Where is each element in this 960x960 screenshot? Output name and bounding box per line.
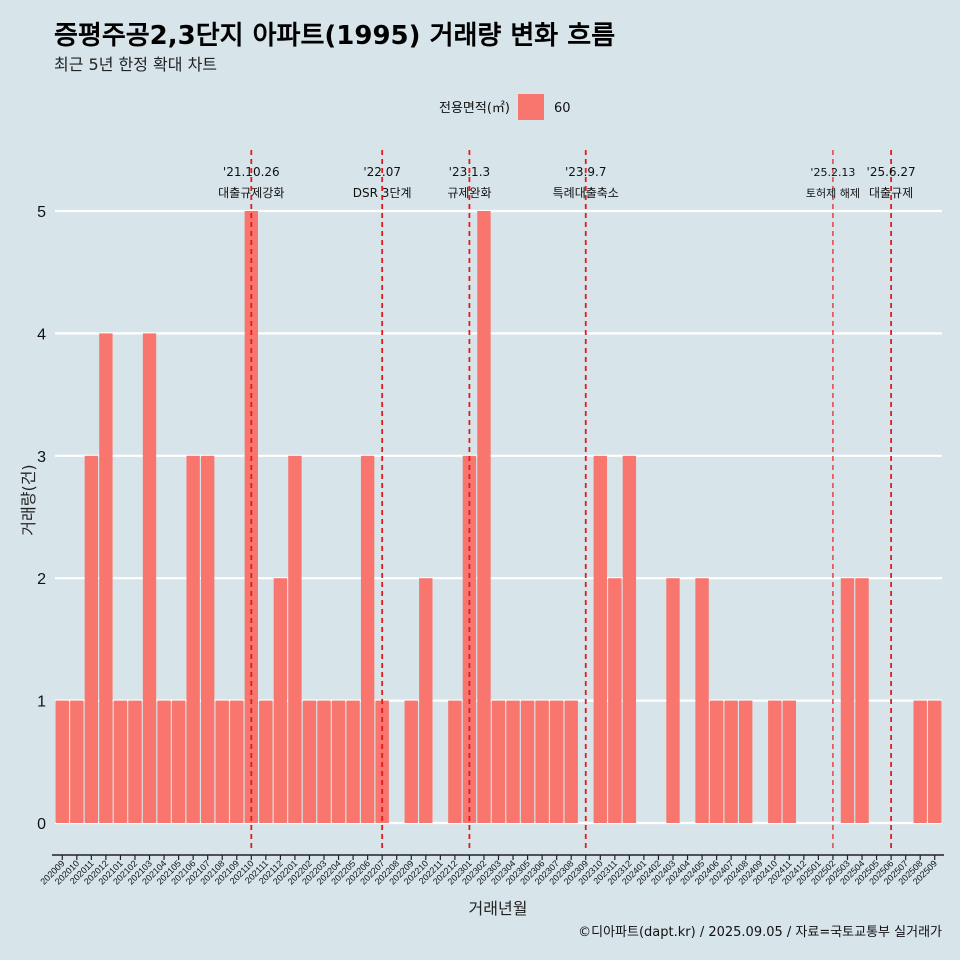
bar — [230, 700, 244, 823]
event-label: 대출규제 — [869, 186, 913, 200]
event-date: '25.6.27 — [867, 165, 916, 179]
bar — [244, 211, 258, 823]
bar — [724, 700, 738, 823]
y-tick-label: 2 — [37, 571, 46, 588]
bar — [317, 700, 331, 823]
bar — [186, 455, 200, 823]
event-date: '23.1.3 — [449, 165, 490, 179]
event-label: 토허제 해제 — [806, 186, 860, 200]
y-tick-label: 4 — [37, 326, 46, 343]
bar — [768, 700, 782, 823]
bar — [477, 211, 491, 823]
event-date: '22.07 — [363, 165, 401, 179]
bar — [259, 700, 273, 823]
event-date: '25.2.13 — [810, 166, 855, 179]
legend-swatch — [518, 94, 544, 120]
caption: ©디아파트(dapt.kr) / 2025.09.05 / 자료=국토교통부 실… — [578, 925, 942, 940]
bar — [419, 578, 433, 823]
bar — [142, 333, 157, 823]
event-date: '23.9.7 — [565, 165, 606, 179]
bar — [113, 700, 128, 823]
bar — [593, 455, 607, 823]
bar — [855, 578, 869, 823]
bar — [491, 700, 506, 823]
bar — [70, 700, 84, 823]
bar — [622, 455, 637, 823]
bar — [215, 700, 229, 823]
bar — [404, 700, 418, 823]
bar — [782, 700, 797, 823]
bar — [840, 578, 855, 823]
bar — [157, 700, 171, 823]
bar — [360, 455, 375, 823]
event-label: DSR 3단계 — [353, 186, 412, 200]
event-label: 대출규제강화 — [218, 186, 284, 200]
bar — [200, 455, 215, 823]
bar — [273, 578, 288, 823]
bar — [99, 333, 113, 823]
y-tick-label: 1 — [37, 694, 46, 711]
bar — [564, 700, 578, 823]
bar — [695, 578, 709, 823]
bar — [288, 455, 302, 823]
y-tick-label: 5 — [37, 204, 46, 221]
bar — [739, 700, 753, 823]
bar — [549, 700, 564, 823]
legend: 전용면적(㎡) 60 — [439, 94, 571, 120]
y-tick-label: 3 — [37, 449, 46, 466]
y-axis-title: 거래량(건) — [19, 464, 38, 535]
y-tick-label: 0 — [37, 816, 46, 833]
legend-label: 60 — [554, 101, 571, 116]
bar — [448, 700, 462, 823]
chart-title: 증평주공2,3단지 아파트(1995) 거래량 변화 흐름 — [54, 21, 615, 51]
bar — [331, 700, 346, 823]
bar — [506, 700, 520, 823]
event-lines: '21.10.26 대출규제강화 '22.07 DSR 3단계 '23.1.3 규제완화 '… — [218, 150, 916, 852]
bar — [128, 700, 142, 823]
x-axis-title: 거래년월 — [469, 899, 528, 918]
bar — [913, 700, 927, 823]
bar — [666, 578, 680, 823]
bar — [520, 700, 535, 823]
y-axis-ticks: 0 1 2 3 4 5 — [37, 204, 46, 833]
bars — [55, 211, 942, 823]
bar — [346, 700, 360, 823]
event-label: 규제완화 — [447, 186, 491, 200]
bar — [375, 700, 389, 823]
legend-title: 전용면적(㎡) — [439, 101, 510, 116]
bar — [55, 700, 69, 823]
bar — [608, 578, 622, 823]
bar — [302, 700, 317, 823]
bar — [709, 700, 724, 823]
x-axis: 2020092020102020112020122021012021022021… — [38, 854, 944, 887]
event-date: '21.10.26 — [223, 165, 280, 179]
bar — [928, 700, 942, 823]
event-label: 특례대출축소 — [553, 186, 619, 200]
bar — [171, 700, 186, 823]
chart-subtitle: 최근 5년 한정 확대 차트 — [54, 55, 217, 74]
bar — [84, 455, 99, 823]
bar — [535, 700, 549, 823]
